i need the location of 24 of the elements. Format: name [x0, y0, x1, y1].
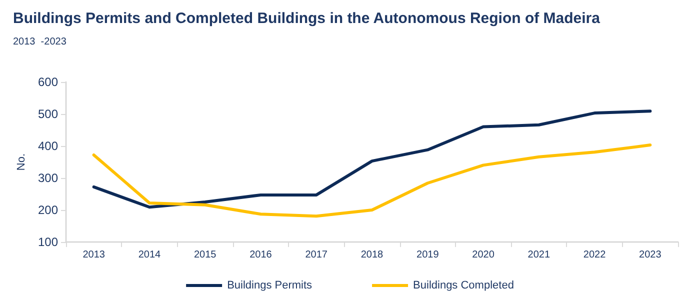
y-tick-label: 100 — [38, 235, 58, 249]
y-tick-label: 200 — [38, 203, 58, 217]
x-tick-label: 2017 — [305, 250, 328, 260]
x-tick-label: 2014 — [138, 250, 162, 260]
x-tick-label: 2013 — [82, 250, 106, 260]
line-series — [92, 110, 652, 209]
y-tick-label: 400 — [38, 139, 58, 153]
x-tick-label: 2016 — [250, 250, 272, 260]
x-tick-label: 2018 — [360, 250, 384, 260]
y-axis-title: No. — [16, 153, 28, 171]
x-tick-label: 2022 — [583, 250, 606, 260]
x-tick-label: 2021 — [528, 250, 550, 260]
line-series — [92, 144, 652, 218]
chart-subtitle: 2013 -2023 — [13, 36, 67, 48]
x-tick-label: 2019 — [416, 250, 440, 260]
legend-label: Buildings Permits — [227, 280, 313, 292]
x-tick-label: 2020 — [472, 250, 495, 260]
x-tick-label: 2015 — [194, 250, 217, 260]
legend-label: Buildings Completed — [413, 280, 514, 292]
x-tick-label: 2023 — [639, 250, 662, 260]
y-tick-label: 600 — [38, 75, 58, 89]
y-tick-label: 300 — [38, 171, 58, 185]
chart-title: Buildings Permits and Completed Buildings in the Autonomous Region of Madeira — [13, 10, 601, 27]
y-tick-label: 500 — [38, 107, 58, 121]
